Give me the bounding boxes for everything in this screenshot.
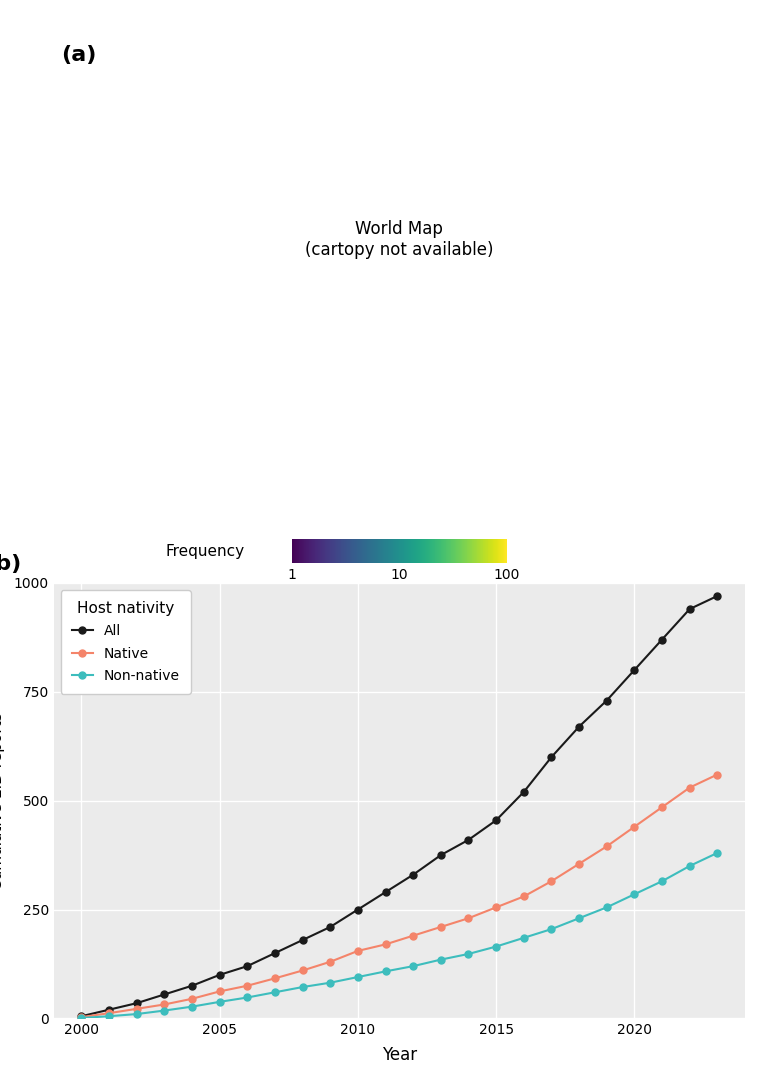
- Native: [713, 769, 722, 781]
- All: [243, 959, 252, 972]
- Non-native: [630, 888, 639, 900]
- Non-native: [657, 875, 667, 888]
- Non-native: [326, 977, 335, 989]
- Native: [298, 964, 307, 977]
- All: [436, 849, 445, 862]
- All: [492, 814, 501, 827]
- All: [519, 786, 528, 799]
- Native: [657, 801, 667, 814]
- Y-axis label: Cumulative EID reports: Cumulative EID reports: [0, 712, 5, 890]
- Line: Non-native: Non-native: [78, 849, 721, 1022]
- Non-native: [215, 996, 224, 1009]
- Native: [326, 955, 335, 968]
- Non-native: [187, 1000, 197, 1013]
- Native: [270, 972, 280, 985]
- All: [132, 997, 141, 1010]
- All: [630, 664, 639, 676]
- Native: [630, 820, 639, 833]
- Non-native: [685, 860, 694, 873]
- Non-native: [574, 912, 584, 925]
- Non-native: [492, 940, 501, 953]
- Non-native: [464, 948, 473, 961]
- Native: [547, 875, 556, 888]
- Non-native: [104, 1010, 114, 1023]
- Native: [519, 890, 528, 903]
- Text: World Map
(cartopy not available): World Map (cartopy not available): [305, 220, 494, 259]
- Non-native: [132, 1008, 141, 1021]
- All: [602, 694, 611, 706]
- Non-native: [270, 986, 280, 999]
- All: [657, 634, 667, 646]
- Non-native: [298, 981, 307, 994]
- All: [574, 720, 584, 733]
- All: [215, 968, 224, 981]
- Non-native: [436, 953, 445, 966]
- Non-native: [381, 965, 390, 978]
- Native: [104, 1007, 114, 1019]
- All: [187, 980, 197, 993]
- Text: (b): (b): [0, 554, 21, 575]
- Native: [685, 781, 694, 794]
- All: [270, 947, 280, 959]
- Line: Native: Native: [78, 771, 721, 1021]
- Non-native: [602, 900, 611, 913]
- All: [685, 602, 694, 615]
- All: [547, 750, 556, 763]
- Native: [160, 998, 169, 1011]
- Non-native: [409, 959, 418, 972]
- All: [713, 590, 722, 602]
- Native: [492, 900, 501, 913]
- Line: All: All: [78, 593, 721, 1019]
- Native: [215, 985, 224, 998]
- Non-native: [519, 932, 528, 944]
- Native: [602, 840, 611, 853]
- All: [326, 921, 335, 934]
- Native: [353, 944, 362, 957]
- Text: (a): (a): [61, 45, 96, 64]
- Non-native: [77, 1012, 86, 1025]
- Native: [243, 980, 252, 993]
- X-axis label: Year: Year: [382, 1045, 417, 1063]
- Native: [464, 912, 473, 925]
- Native: [409, 929, 418, 942]
- All: [409, 868, 418, 881]
- Non-native: [160, 1004, 169, 1017]
- All: [298, 934, 307, 947]
- Native: [187, 993, 197, 1006]
- Native: [436, 921, 445, 934]
- Non-native: [243, 992, 252, 1004]
- All: [160, 988, 169, 1001]
- All: [104, 1003, 114, 1016]
- Non-native: [547, 923, 556, 936]
- Non-native: [713, 847, 722, 860]
- All: [353, 903, 362, 915]
- All: [381, 885, 390, 898]
- Legend: All, Native, Non-native: All, Native, Non-native: [61, 590, 191, 694]
- Native: [574, 858, 584, 870]
- Native: [381, 938, 390, 951]
- Text: Frequency: Frequency: [165, 544, 244, 559]
- Non-native: [353, 970, 362, 983]
- All: [77, 1010, 86, 1023]
- All: [464, 833, 473, 846]
- Native: [77, 1011, 86, 1024]
- Native: [132, 1002, 141, 1015]
